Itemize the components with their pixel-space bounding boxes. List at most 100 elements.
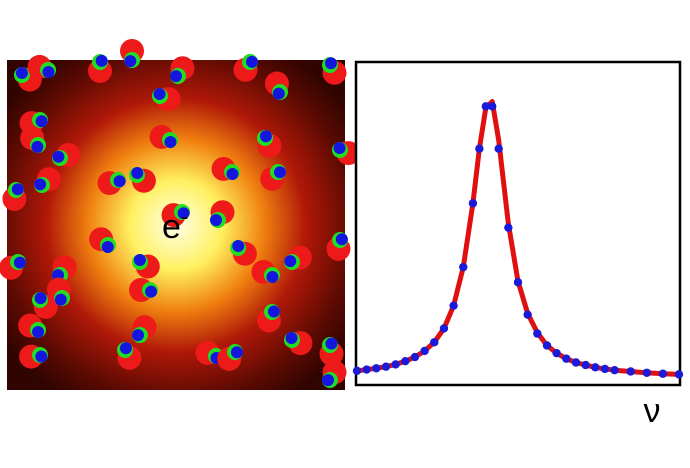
data-point: [488, 102, 497, 111]
data-point: [658, 369, 668, 378]
atom-core: [335, 233, 348, 246]
molecule: [27, 54, 56, 79]
atom-core: [226, 167, 239, 180]
molecule: [326, 232, 351, 261]
molecule: [117, 342, 142, 370]
data-point: [391, 360, 400, 369]
atom-core: [15, 67, 28, 80]
plot-frame: [354, 60, 682, 387]
data-point: [513, 278, 523, 287]
molecule: [161, 203, 190, 228]
atom-core: [34, 178, 47, 191]
molecule: [230, 240, 257, 266]
atom-core: [35, 115, 48, 128]
molecule: [319, 337, 344, 366]
data-point: [562, 354, 571, 363]
molecule: [217, 344, 243, 371]
atom-core: [324, 57, 337, 70]
plot-area: [352, 99, 684, 379]
molecule: [18, 313, 46, 338]
molecule: [233, 54, 258, 82]
molecule: [152, 87, 181, 112]
atom-core: [177, 207, 190, 220]
atom-core: [131, 167, 144, 180]
molecules: [0, 39, 361, 388]
data-point: [523, 310, 532, 319]
atom-core: [272, 87, 285, 100]
data-point: [449, 301, 458, 310]
electron-label: e-: [162, 204, 188, 246]
molecule: [129, 278, 158, 302]
data-point: [362, 365, 371, 374]
molecule: [19, 344, 48, 369]
data-point: [626, 367, 635, 376]
atom-core: [124, 55, 137, 68]
molecule: [89, 227, 116, 253]
atom-core: [267, 305, 280, 318]
atom-core: [266, 270, 279, 283]
atom-core: [95, 54, 108, 67]
atom-core: [133, 254, 146, 267]
data-point: [552, 348, 561, 358]
atom-core: [113, 175, 126, 188]
atom-core: [325, 337, 338, 350]
atom-core: [54, 293, 67, 306]
atom-core: [34, 292, 47, 305]
molecule: [32, 292, 58, 319]
molecule: [322, 360, 347, 388]
data-point: [571, 358, 581, 367]
atom-core: [230, 346, 243, 359]
molecule: [170, 56, 195, 84]
molecule: [149, 124, 178, 149]
data-point: [372, 364, 381, 373]
molecule: [97, 171, 126, 196]
data-point: [410, 352, 420, 362]
molecule: [88, 54, 112, 83]
atom-core: [35, 350, 48, 363]
atom-core: [322, 374, 335, 387]
data-point: [600, 364, 610, 374]
data-point: [591, 363, 600, 372]
molecule: [251, 259, 280, 284]
data-point: [533, 329, 542, 338]
atom-core: [164, 135, 177, 148]
molecule: [256, 304, 281, 333]
data-point: [642, 368, 651, 377]
data-point: [581, 360, 590, 370]
molecule: [0, 254, 26, 280]
atom-core: [232, 240, 245, 253]
molecule: [257, 130, 282, 158]
atom-core: [31, 140, 44, 153]
molecule: [120, 39, 144, 68]
atom-core: [42, 65, 55, 78]
data-point: [468, 199, 478, 208]
molecule: [332, 141, 361, 166]
data-point: [542, 341, 552, 350]
molecule: [52, 142, 81, 167]
x-axis-label: ν: [644, 392, 661, 430]
data-point: [504, 223, 513, 232]
molecule: [46, 277, 71, 306]
atom-core: [52, 150, 65, 163]
atom-core: [132, 329, 145, 342]
atom-core: [285, 332, 298, 345]
atom-core: [170, 70, 183, 83]
molecule: [132, 254, 160, 279]
molecule: [20, 126, 46, 153]
molecule: [284, 331, 313, 356]
data-point: [439, 324, 449, 333]
data-point: [381, 362, 391, 371]
molecule: [260, 164, 286, 191]
atom-core: [153, 88, 166, 101]
data-point: [352, 366, 362, 376]
data-point: [475, 144, 484, 153]
molecule: [129, 167, 156, 193]
data-point: [401, 357, 410, 366]
data-point: [420, 346, 429, 356]
electron-charge: -: [181, 204, 188, 229]
atom-core: [333, 142, 346, 155]
molecule: [132, 315, 157, 343]
molecule: [211, 156, 240, 181]
